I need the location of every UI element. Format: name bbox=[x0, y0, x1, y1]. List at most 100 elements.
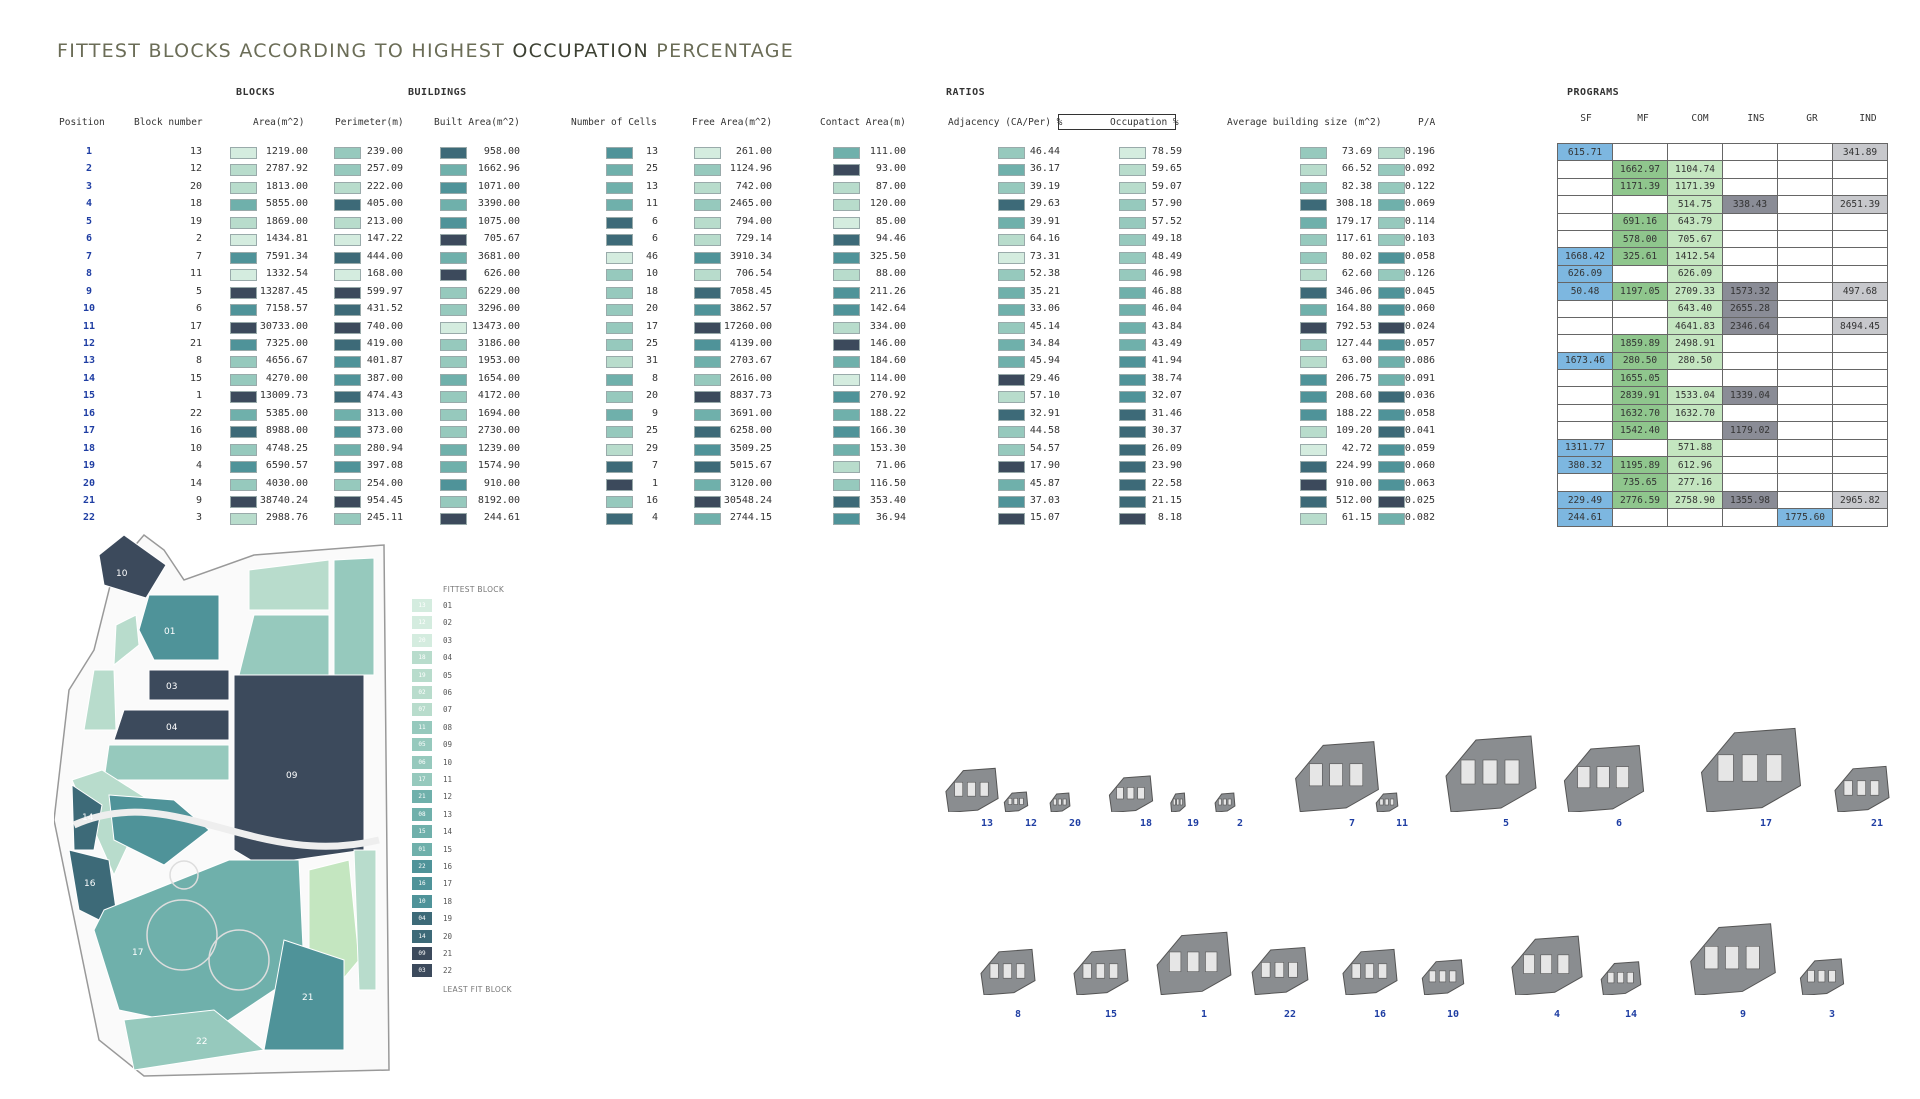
program-cell-mf bbox=[1612, 299, 1668, 318]
block-shape bbox=[1342, 948, 1398, 995]
color-swatch bbox=[230, 269, 257, 282]
row-free: 4139.00 bbox=[729, 337, 772, 349]
color-swatch bbox=[1300, 461, 1327, 474]
row-block-number: 12 bbox=[189, 163, 202, 175]
row-occ: 22.58 bbox=[1151, 477, 1182, 489]
color-swatch bbox=[998, 321, 1025, 334]
color-swatch bbox=[606, 199, 633, 212]
program-cell-mf: 280.50 bbox=[1612, 351, 1668, 371]
color-swatch bbox=[694, 391, 721, 404]
program-cell-ins bbox=[1722, 264, 1778, 284]
row-free: 17260.00 bbox=[723, 320, 772, 332]
block-shape-label: 8 bbox=[1014, 1009, 1022, 1020]
color-swatch bbox=[606, 269, 633, 282]
legend-top: FITTEST BLOCK bbox=[443, 585, 505, 594]
color-swatch bbox=[694, 338, 721, 351]
program-cell-sf bbox=[1557, 421, 1613, 440]
map-label: 22 bbox=[196, 1037, 207, 1047]
color-swatch bbox=[334, 304, 361, 317]
color-swatch bbox=[833, 251, 860, 264]
block-shape-label: 11 bbox=[1395, 818, 1409, 829]
color-swatch bbox=[1119, 269, 1146, 282]
row-avg: 42.72 bbox=[1341, 442, 1372, 454]
row-per: 168.00 bbox=[366, 268, 403, 280]
row-pa: 0.060 bbox=[1404, 303, 1435, 315]
row-free: 2703.67 bbox=[729, 355, 772, 367]
row-free: 261.00 bbox=[735, 146, 772, 157]
row-block-number: 19 bbox=[189, 215, 202, 227]
color-swatch bbox=[694, 408, 721, 421]
legend-rank: 02 bbox=[443, 618, 453, 628]
legend-swatch: 22 bbox=[411, 859, 433, 874]
col-cells: Number of Cells bbox=[571, 117, 657, 128]
block-shape-label: 22 bbox=[1283, 1009, 1297, 1020]
color-swatch bbox=[694, 321, 721, 334]
program-header-com: COM bbox=[1691, 113, 1709, 124]
program-cell-sf bbox=[1557, 229, 1613, 249]
program-cell-com: 705.67 bbox=[1667, 229, 1723, 249]
row-free: 3910.34 bbox=[729, 250, 772, 262]
row-per: 405.00 bbox=[366, 198, 403, 210]
row-occ: 59.65 bbox=[1151, 163, 1182, 175]
row-position: 18 bbox=[82, 442, 96, 454]
row-built: 3681.00 bbox=[477, 250, 520, 262]
color-swatch bbox=[998, 286, 1025, 299]
color-swatch bbox=[694, 426, 721, 439]
color-swatch bbox=[606, 216, 633, 229]
row-pa: 0.059 bbox=[1404, 442, 1435, 454]
col-area: Area(m^2) bbox=[253, 117, 305, 128]
row-contact: 270.92 bbox=[869, 390, 906, 402]
program-cell-ind bbox=[1832, 334, 1888, 353]
row-occ: 26.09 bbox=[1151, 442, 1182, 454]
row-cells: 29 bbox=[645, 442, 658, 454]
color-swatch bbox=[606, 513, 633, 526]
program-cell-sf bbox=[1557, 177, 1613, 197]
row-cells: 11 bbox=[645, 198, 658, 210]
block-shape-label: 9 bbox=[1739, 1009, 1747, 1020]
color-swatch bbox=[230, 408, 257, 421]
legend-swatch: 21 bbox=[411, 789, 433, 805]
row-block-number: 20 bbox=[189, 180, 202, 192]
block-shape bbox=[1295, 741, 1379, 812]
row-adj: 46.44 bbox=[1029, 146, 1060, 157]
legend-rank: 11 bbox=[443, 775, 453, 784]
block-shape bbox=[1700, 727, 1802, 812]
color-swatch bbox=[833, 513, 860, 526]
row-per: 444.00 bbox=[366, 250, 403, 262]
program-cell-ind bbox=[1832, 299, 1888, 318]
legend-rank: 16 bbox=[443, 862, 453, 871]
program-cell-com: 2758.90 bbox=[1667, 490, 1723, 510]
program-header-ins: INS bbox=[1747, 113, 1765, 124]
row-adj: 44.58 bbox=[1029, 425, 1060, 437]
color-swatch bbox=[694, 496, 721, 508]
color-swatch bbox=[998, 443, 1025, 456]
program-cell-ind bbox=[1832, 473, 1888, 492]
color-swatch bbox=[833, 461, 860, 474]
color-swatch bbox=[230, 426, 257, 439]
color-swatch bbox=[998, 356, 1025, 369]
row-pa: 0.024 bbox=[1404, 320, 1435, 332]
color-swatch bbox=[694, 478, 721, 491]
row-avg: 346.06 bbox=[1335, 285, 1372, 297]
color-swatch bbox=[440, 234, 467, 247]
row-free: 2616.00 bbox=[729, 372, 772, 384]
legend-rank: 07 bbox=[443, 705, 453, 715]
color-swatch bbox=[334, 269, 361, 282]
program-cell-gr bbox=[1777, 142, 1833, 162]
program-header-sf: SF bbox=[1580, 113, 1592, 124]
color-swatch bbox=[440, 181, 467, 194]
program-cell-ind bbox=[1832, 247, 1888, 266]
program-cell-sf bbox=[1557, 403, 1613, 423]
legend-rank: 03 bbox=[443, 635, 453, 645]
legend-swatch: 02 bbox=[411, 685, 433, 700]
row-pa: 0.196 bbox=[1404, 146, 1435, 157]
program-cell-mf: 2839.91 bbox=[1612, 386, 1668, 405]
color-swatch bbox=[230, 338, 257, 351]
row-avg: 512.00 bbox=[1335, 495, 1372, 506]
block-shape bbox=[1108, 774, 1154, 812]
program-cell-mf: 1171.39 bbox=[1612, 177, 1668, 197]
row-pa: 0.103 bbox=[1404, 233, 1435, 245]
row-avg: 206.75 bbox=[1335, 372, 1372, 384]
color-swatch bbox=[440, 356, 467, 369]
row-cells: 6 bbox=[651, 233, 658, 245]
